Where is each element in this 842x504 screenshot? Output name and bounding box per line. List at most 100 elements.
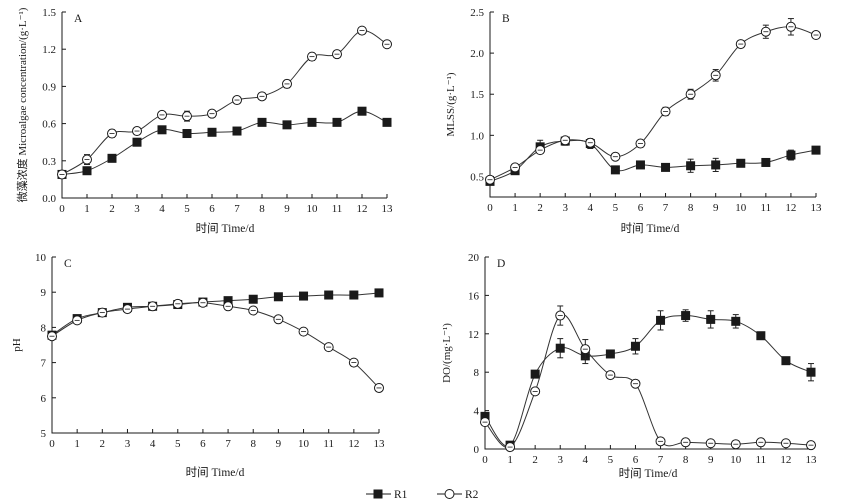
x-tick-label: 6 <box>638 202 644 214</box>
x-tick-label: 9 <box>276 438 282 450</box>
data-point-r1 <box>157 125 167 135</box>
x-tick-label: 8 <box>688 202 694 214</box>
x-tick-label: 0 <box>59 203 65 215</box>
data-point-r1 <box>711 160 721 170</box>
legend-item-r1: R1 <box>366 489 408 501</box>
data-point-r1 <box>273 292 283 302</box>
data-point-r1 <box>248 294 258 304</box>
data-point-r1 <box>349 290 359 300</box>
x-tick-label: 8 <box>250 438 256 450</box>
data-point-r1 <box>182 129 192 139</box>
data-point-r1 <box>382 117 392 127</box>
x-tick-label: 7 <box>234 203 240 215</box>
y-tick-label: 12 <box>468 329 479 341</box>
y-tick-label: 0.0 <box>42 193 56 205</box>
axis-frame-b <box>489 12 816 198</box>
y-tick-label: 0 <box>474 444 480 456</box>
data-point-r1 <box>605 349 615 359</box>
x-tick-label: 3 <box>125 438 131 450</box>
panel-letter: B <box>502 13 510 25</box>
x-tick-label: 7 <box>663 202 669 214</box>
data-point-r1 <box>357 106 367 116</box>
x-tick-label: 5 <box>613 202 619 214</box>
data-point-r1 <box>781 356 791 366</box>
y-axis-label: MLSS/(g·L⁻¹) <box>445 72 457 136</box>
data-point-r1 <box>806 367 816 377</box>
legend-marker-r1 <box>373 489 383 499</box>
x-tick-label: 12 <box>357 203 368 215</box>
x-tick-label: 5 <box>184 203 190 215</box>
data-point-r1 <box>232 126 242 136</box>
data-point-r1 <box>207 127 217 137</box>
data-point-r1 <box>555 343 565 353</box>
x-tick-label: 10 <box>298 438 310 450</box>
y-tick-label: 0.3 <box>42 156 56 168</box>
x-tick-label: 0 <box>487 202 493 214</box>
data-point-r1 <box>661 162 671 172</box>
y-tick-label: 1.5 <box>42 7 56 19</box>
x-tick-label: 3 <box>562 202 568 214</box>
data-point-r1 <box>257 117 267 127</box>
y-tick-label: 0.6 <box>42 119 56 131</box>
x-tick-label: 3 <box>557 454 563 466</box>
x-axis-label: 时间 Time/d <box>621 222 680 235</box>
y-tick-label: 8 <box>41 322 47 334</box>
data-point-r1 <box>736 158 746 168</box>
legend: R1 R2 <box>366 489 479 501</box>
legend-label-r1: R1 <box>394 489 408 501</box>
data-point-r1 <box>82 166 92 176</box>
panel-letter: D <box>497 258 505 270</box>
x-axis-label: 时间 Time/d <box>186 466 245 479</box>
data-point-r1 <box>610 165 620 175</box>
data-point-r1 <box>299 291 309 301</box>
x-tick-label: 13 <box>382 203 394 215</box>
x-tick-label: 8 <box>683 454 689 466</box>
x-tick-label: 10 <box>735 202 747 214</box>
y-tick-label: 1.2 <box>42 44 56 56</box>
y-tick-label: 7 <box>41 358 47 370</box>
y-tick-label: 1.5 <box>470 89 484 101</box>
x-tick-label: 4 <box>150 438 156 450</box>
panel-letter: A <box>74 13 83 25</box>
data-point-r1 <box>480 411 490 421</box>
y-tick-label: 8 <box>474 367 480 379</box>
panel-b: 0 1 2 3 4 5 6 7 8 9 10 11 12 130.51.01.52.02.5时间 Time… <box>445 7 822 235</box>
x-tick-label: 1 <box>512 202 518 214</box>
x-axis-label: 时间 Time/d <box>196 222 255 235</box>
x-tick-label: 2 <box>100 438 106 450</box>
data-point-r1 <box>811 145 821 155</box>
chart-panels: 0 1 2 3 4 5 6 7 8 9 10 11 12 130.00.30.60.91.21.5时间 T… <box>11 7 822 480</box>
axis-frame-a <box>61 12 387 199</box>
y-tick-label: 0.5 <box>470 171 484 183</box>
data-point-r1 <box>756 331 766 341</box>
x-tick-label: 4 <box>583 454 589 466</box>
x-tick-label: 11 <box>332 203 343 215</box>
x-tick-label: 1 <box>84 203 90 215</box>
y-tick-label: 2.0 <box>470 48 484 60</box>
x-tick-label: 9 <box>708 454 714 466</box>
data-point-r1 <box>630 341 640 351</box>
y-tick-label: 4 <box>474 406 480 418</box>
x-tick-label: 11 <box>756 454 767 466</box>
x-tick-label: 1 <box>507 454 513 466</box>
x-tick-label: 9 <box>713 202 719 214</box>
x-tick-label: 1 <box>74 438 80 450</box>
x-tick-label: 7 <box>225 438 231 450</box>
data-point-r1 <box>530 369 540 379</box>
x-tick-label: 13 <box>374 438 386 450</box>
x-tick-label: 10 <box>307 203 319 215</box>
x-tick-label: 6 <box>633 454 639 466</box>
data-point-r1 <box>282 120 292 130</box>
x-tick-label: 6 <box>200 438 206 450</box>
x-tick-label: 12 <box>780 454 791 466</box>
data-point-r1 <box>706 314 716 324</box>
panel-letter: C <box>64 258 72 270</box>
y-tick-label: 0.9 <box>42 81 56 93</box>
legend-marker-r2 <box>444 489 455 499</box>
y-tick-label: 10 <box>35 252 47 264</box>
x-tick-label: 2 <box>109 203 115 215</box>
data-point-r1 <box>223 296 233 306</box>
x-tick-label: 13 <box>811 202 823 214</box>
